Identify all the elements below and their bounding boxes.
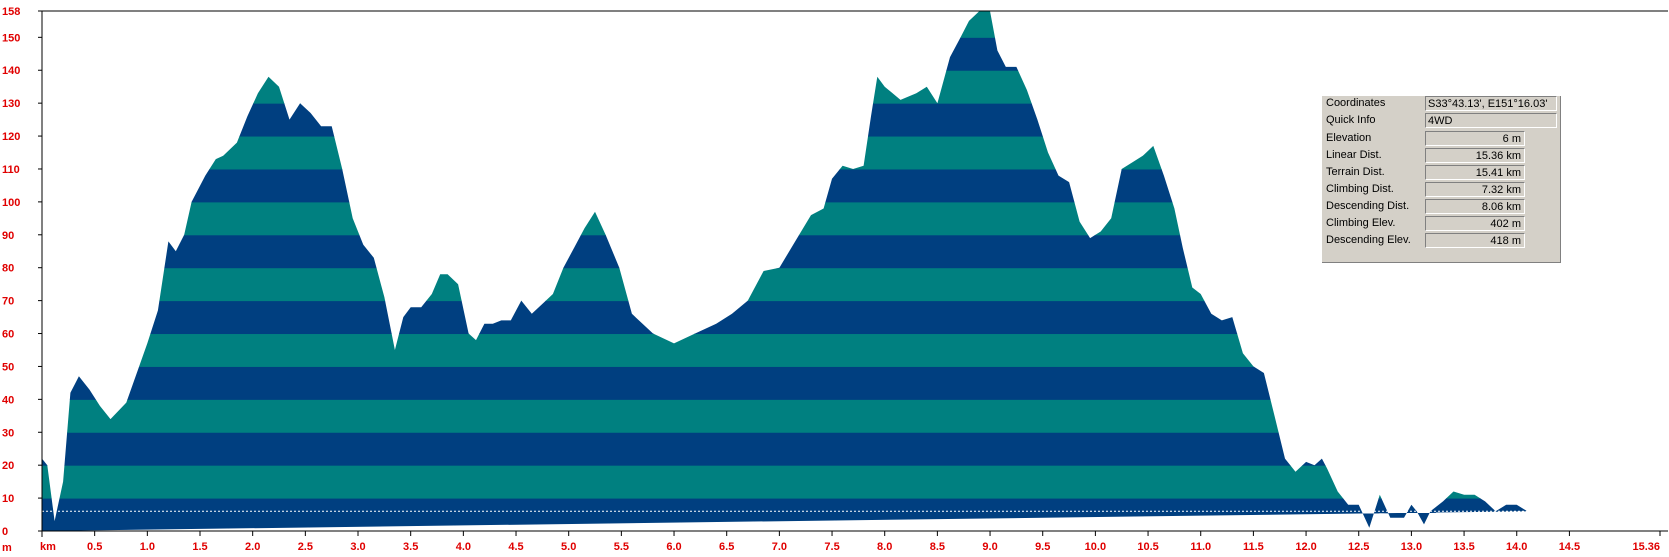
elevation-band	[42, 267, 1528, 302]
info-label: Climbing Elev.	[1326, 217, 1396, 229]
y-tick-label: 60	[2, 329, 14, 341]
elevation-band	[42, 366, 1528, 400]
x-tick-label: 7.0	[772, 541, 787, 553]
x-tick-label: 4.5	[508, 541, 523, 553]
info-value: 8.06 km	[1425, 199, 1525, 214]
y-tick-label: 158	[2, 6, 20, 18]
y-tick-label: 40	[2, 394, 14, 406]
x-tick-label: 3.0	[350, 541, 365, 553]
x-tick-label: 10.5	[1137, 541, 1158, 553]
info-value: 15.36 km	[1425, 148, 1525, 163]
info-row-descending-elev: Descending Elev. 418 m	[1322, 233, 1560, 251]
y-tick-label: 100	[2, 197, 20, 209]
info-row-coordinates: Coordinates S33°43.13', E151°16.03'	[1322, 96, 1560, 114]
info-value[interactable]: 4WD	[1425, 113, 1557, 128]
info-row-terrain-dist: Terrain Dist. 15.41 km	[1322, 165, 1560, 183]
elevation-band	[42, 300, 1528, 335]
elevation-band	[42, 498, 1528, 531]
info-label: Linear Dist.	[1326, 149, 1382, 161]
elevation-band	[42, 11, 1528, 38]
x-tick-label: 3.5	[403, 541, 418, 553]
y-tick-label: 140	[2, 65, 20, 77]
y-tick-label: 20	[2, 460, 14, 472]
x-tick-label: 9.5	[1035, 541, 1050, 553]
x-tick-label: 14.0	[1506, 541, 1527, 553]
y-tick-label: 80	[2, 263, 14, 275]
y-axis-zero-label: 0	[2, 526, 8, 538]
info-row-climbing-elev: Climbing Elev. 402 m	[1322, 216, 1560, 234]
x-tick-label: 10.0	[1085, 541, 1106, 553]
elevation-band	[42, 399, 1528, 433]
x-tick-label: 5.0	[561, 541, 576, 553]
track-info-panel: Coordinates S33°43.13', E151°16.03' Quic…	[1322, 96, 1561, 263]
x-tick-label: 14.5	[1559, 541, 1580, 553]
x-tick-label: 6.5	[719, 541, 734, 553]
info-value: 418 m	[1425, 233, 1525, 248]
y-tick-label: 130	[2, 98, 20, 110]
info-row-climbing-dist: Climbing Dist. 7.32 km	[1322, 182, 1560, 200]
y-tick-label: 50	[2, 361, 14, 373]
x-axis-ticks: 0.5 1.0 1.5 2.0 2.5 3.0 3.5 4.0 4.5 5.0 5.5 6.0 6.5 7…	[87, 531, 1661, 553]
elevation-bands	[42, 11, 1528, 531]
x-axis-unit-label: km	[40, 541, 56, 553]
x-tick-label: 9.0	[982, 541, 997, 553]
x-tick-label: 12.0	[1295, 541, 1316, 553]
x-tick-label: 2.0	[245, 541, 260, 553]
info-label: Elevation	[1326, 132, 1372, 144]
info-label: Descending Dist.	[1326, 200, 1410, 212]
x-tick-label: 8.0	[877, 541, 892, 553]
y-axis-unit-label: m	[2, 542, 12, 554]
info-label: Descending Elev.	[1326, 234, 1411, 246]
x-tick-label: 15.36	[1632, 541, 1660, 553]
info-row-linear-dist: Linear Dist. 15.36 km	[1322, 148, 1560, 166]
info-label: Coordinates	[1326, 97, 1386, 109]
info-value: 402 m	[1425, 216, 1525, 231]
info-row-descending-dist: Descending Dist. 8.06 km	[1322, 199, 1560, 217]
x-tick-label: 8.5	[930, 541, 945, 553]
elevation-band	[42, 432, 1528, 466]
info-row-elevation: Elevation 6 m	[1322, 131, 1560, 149]
x-tick-label: 11.0	[1190, 541, 1211, 553]
x-tick-label: 6.0	[666, 541, 681, 553]
info-value: 15.41 km	[1425, 165, 1525, 180]
x-tick-label: 0.5	[87, 541, 102, 553]
x-tick-label: 13.5	[1453, 541, 1474, 553]
x-tick-label: 2.5	[298, 541, 313, 553]
info-row-quick-info: Quick Info 4WD	[1322, 113, 1560, 131]
x-tick-label: 12.5	[1348, 541, 1369, 553]
y-tick-label: 30	[2, 427, 14, 439]
x-tick-label: 4.0	[456, 541, 471, 553]
y-axis-ticks: 10 20 30 40 50 60 70 80 90 100 110 120 130 140 150 158	[2, 6, 42, 505]
info-label: Quick Info	[1326, 114, 1376, 126]
x-tick-label: 13.0	[1401, 541, 1422, 553]
y-tick-label: 90	[2, 230, 14, 242]
x-tick-label: 1.0	[140, 541, 155, 553]
y-tick-label: 70	[2, 296, 14, 308]
elevation-band	[42, 465, 1528, 499]
y-tick-label: 10	[2, 493, 14, 505]
info-value: 7.32 km	[1425, 182, 1525, 197]
x-tick-label: 11.5	[1243, 541, 1264, 553]
elevation-band	[42, 37, 1528, 71]
x-tick-label: 7.5	[824, 541, 839, 553]
info-value: S33°43.13', E151°16.03'	[1425, 96, 1557, 111]
y-tick-label: 110	[2, 164, 20, 176]
x-tick-label: 5.5	[614, 541, 629, 553]
elevation-band	[42, 333, 1528, 367]
y-tick-label: 120	[2, 131, 20, 143]
y-tick-label: 150	[2, 32, 20, 44]
info-label: Terrain Dist.	[1326, 166, 1385, 178]
info-value: 6 m	[1425, 131, 1525, 146]
info-label: Climbing Dist.	[1326, 183, 1394, 195]
x-tick-label: 1.5	[192, 541, 207, 553]
